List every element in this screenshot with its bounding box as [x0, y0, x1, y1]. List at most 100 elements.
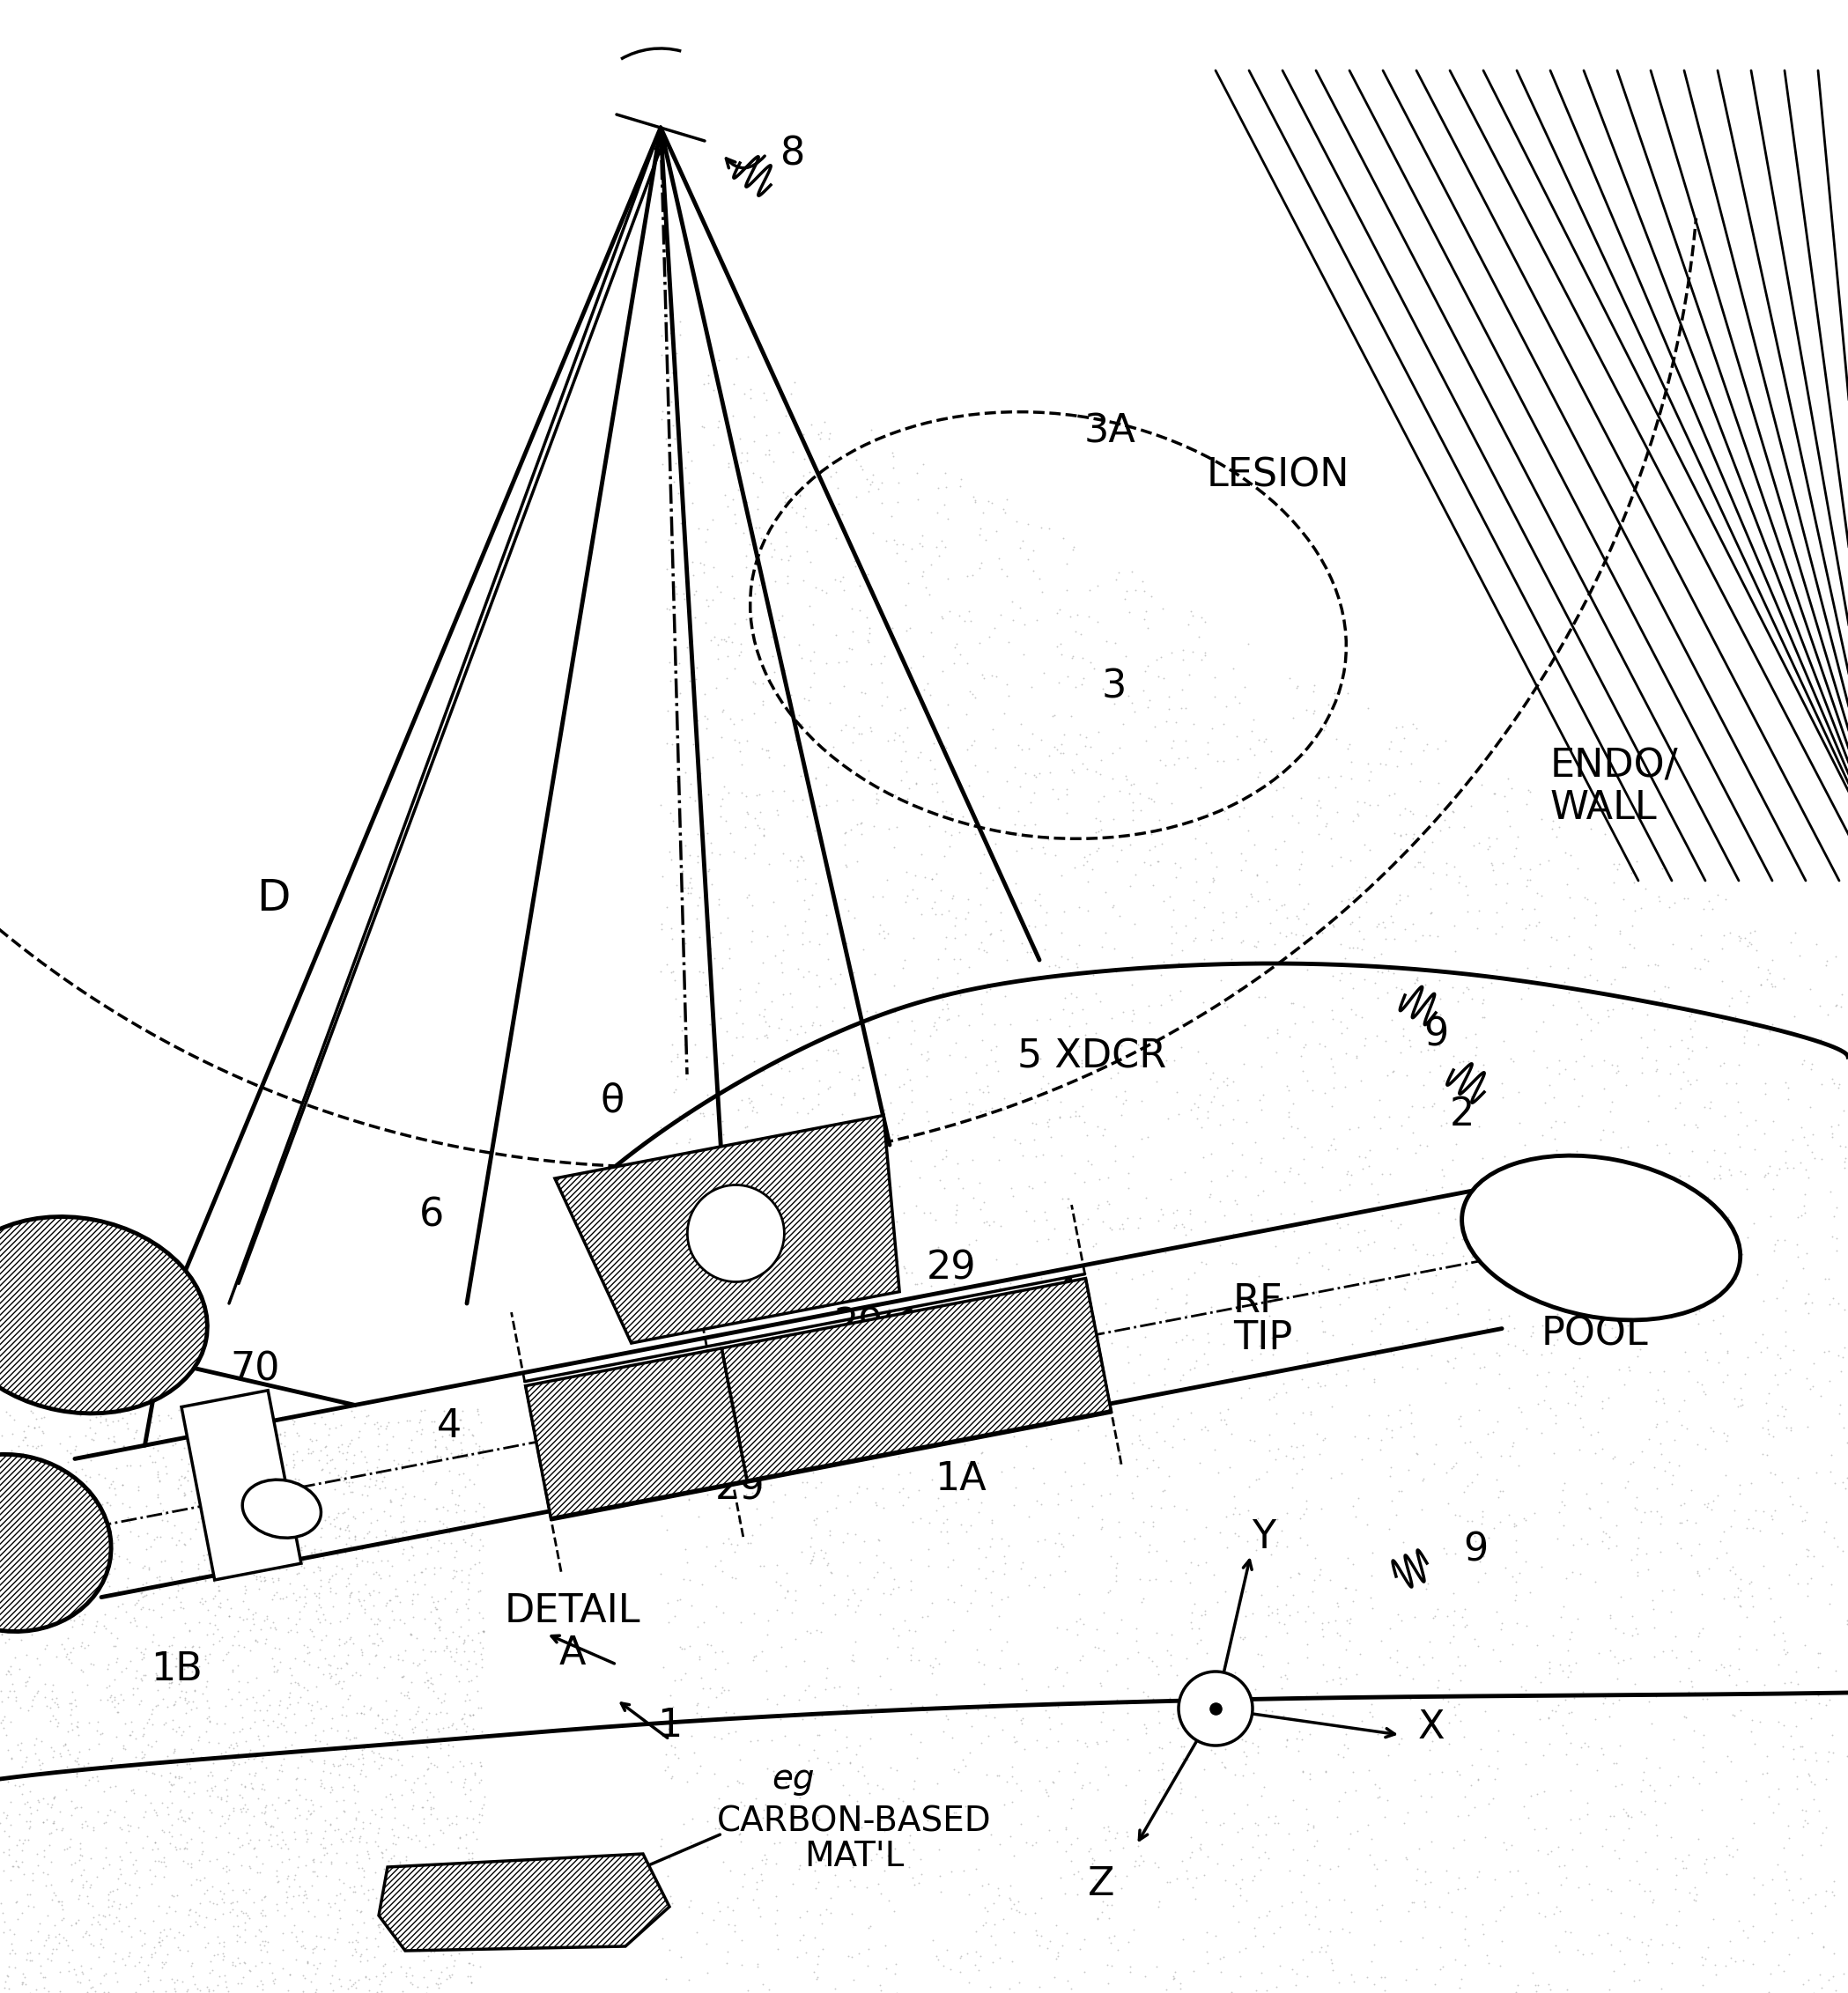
Point: [194, 1704, 224, 1736]
Point: [133, 1965, 163, 1993]
Point: [811, 789, 841, 821]
Point: [266, 1582, 296, 1614]
Point: [1674, 1676, 1704, 1708]
Point: [845, 1471, 874, 1503]
Point: [1624, 1305, 1654, 1337]
Point: [166, 1720, 196, 1752]
Point: [355, 1808, 384, 1840]
Ellipse shape: [1462, 1156, 1741, 1319]
Point: [1523, 1969, 1552, 1993]
Point: [392, 1565, 421, 1596]
Point: [1290, 1694, 1319, 1726]
Point: [1746, 969, 1776, 1000]
Point: [246, 1453, 275, 1485]
Point: [1094, 1162, 1124, 1194]
Point: [1251, 1361, 1281, 1393]
Point: [711, 1696, 741, 1728]
Point: [0, 1654, 22, 1686]
Point: [1005, 771, 1035, 803]
Point: [436, 1527, 466, 1559]
Point: [1161, 1210, 1190, 1242]
Point: [1772, 1072, 1802, 1104]
Point: [1005, 532, 1035, 564]
Point: [296, 1744, 325, 1776]
Point: [954, 1228, 983, 1260]
Point: [1373, 733, 1403, 765]
Point: [856, 1844, 885, 1875]
Point: [780, 1756, 809, 1788]
Point: [209, 1877, 238, 1909]
Point: [671, 871, 700, 903]
Point: [262, 1501, 292, 1533]
Point: [676, 1590, 706, 1622]
Point: [286, 1682, 316, 1714]
Point: [1087, 743, 1116, 775]
Point: [699, 552, 728, 584]
Point: [930, 839, 959, 871]
Point: [1781, 1760, 1811, 1792]
Point: [285, 1842, 314, 1873]
Point: [1022, 1108, 1052, 1140]
Point: [1604, 917, 1634, 949]
Point: [1720, 1559, 1750, 1590]
Point: [113, 1563, 142, 1594]
Point: [1772, 1411, 1802, 1443]
Point: [1362, 1020, 1392, 1052]
Point: [218, 1838, 248, 1869]
Point: [713, 1523, 743, 1555]
Point: [388, 1660, 418, 1692]
Point: [1048, 737, 1077, 769]
Point: [377, 1716, 407, 1748]
Point: [456, 1967, 486, 1993]
Point: [144, 1846, 174, 1877]
Point: [1665, 1507, 1695, 1539]
Point: [209, 1505, 238, 1537]
Point: [989, 1094, 1018, 1126]
Point: [0, 1708, 15, 1740]
Point: [1046, 729, 1076, 761]
Point: [107, 1401, 137, 1433]
Point: [364, 1897, 394, 1929]
Point: [266, 1646, 296, 1678]
Point: [268, 1933, 298, 1965]
Point: [721, 1563, 750, 1594]
Point: [320, 1453, 349, 1485]
Point: [1096, 1443, 1125, 1475]
Point: [821, 1598, 850, 1630]
Point: [972, 977, 1002, 1008]
Point: [225, 1947, 255, 1979]
Point: [68, 1957, 98, 1989]
Point: [1349, 787, 1379, 819]
Point: [1083, 835, 1112, 867]
Point: [383, 1865, 412, 1897]
Point: [451, 1764, 480, 1796]
Point: [684, 1168, 713, 1200]
Point: [734, 1975, 763, 1993]
Point: [785, 1782, 815, 1814]
Point: [1198, 713, 1227, 745]
Point: [431, 1431, 460, 1463]
Point: [697, 921, 726, 953]
Point: [798, 1256, 828, 1287]
Point: [1277, 799, 1307, 831]
Point: [789, 442, 819, 474]
Point: [1242, 931, 1271, 963]
Point: [1240, 829, 1270, 861]
Point: [933, 712, 963, 743]
Point: [419, 1750, 449, 1782]
Point: [1286, 949, 1316, 981]
Point: [124, 1947, 153, 1979]
Point: [214, 1800, 244, 1832]
Point: [1393, 1453, 1423, 1485]
Point: [211, 1483, 240, 1515]
Point: [1288, 1429, 1318, 1461]
Point: [172, 1425, 201, 1457]
Point: [673, 1178, 702, 1210]
Point: [1687, 1941, 1717, 1973]
Point: [235, 1810, 264, 1842]
Point: [179, 1487, 209, 1519]
Point: [327, 1429, 357, 1461]
Point: [961, 1853, 991, 1885]
Point: [334, 1427, 364, 1459]
Point: [675, 1963, 704, 1993]
